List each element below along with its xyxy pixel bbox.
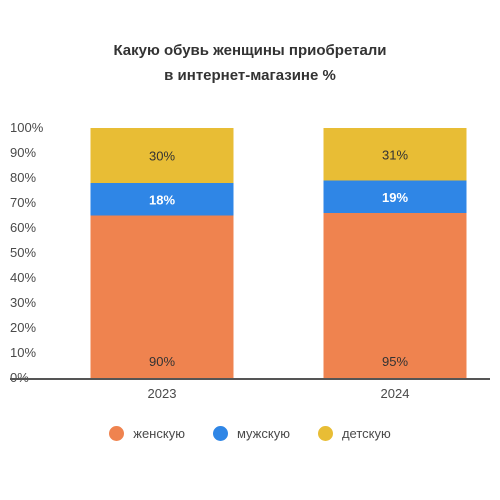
y-tick-label: 40% [10,270,36,285]
data-label: 18% [149,192,175,207]
y-tick-label: 60% [10,220,36,235]
legend-dot-children [317,426,333,441]
legend-label-men: мужскую [236,426,290,441]
y-tick-label: 50% [10,245,36,260]
bar-segment [90,128,234,183]
chart-title-line-1: Какую обувь женщины приобретали [113,42,387,59]
bar-segment [90,183,234,216]
chart-title: Какую обувь женщины приобретали в интерн… [0,38,500,88]
y-tick-label: 90% [10,145,36,160]
y-tick-label: 30% [10,295,36,310]
y-tick-label: 70% [10,195,36,210]
x-category-label: 2023 [148,386,177,401]
bar-segment [90,215,234,378]
legend-dot-men [212,426,228,441]
legend: женскую мужскую детскую [0,426,500,441]
x-category-label: 2024 [381,386,410,401]
legend-dot-women [109,426,125,441]
y-tick-label: 20% [10,320,36,335]
legend-item-children: детскую [317,426,391,441]
bar-segment [323,180,467,213]
y-tick-label: 100% [10,120,44,135]
data-label: 30% [149,149,175,164]
legend-item-women: женскую [109,426,185,441]
y-tick-label: 10% [10,345,36,360]
bar-segment [323,213,467,378]
legend-label-women: женскую [133,426,185,441]
y-tick-label: 80% [10,170,36,185]
data-label: 95% [382,354,408,369]
bar-segment [323,128,467,181]
data-label: 19% [382,190,408,205]
data-label: 31% [382,147,408,162]
chart-title-line-2: в интернет-магазине % [164,67,336,84]
y-tick-label: 0% [10,370,29,385]
legend-label-children: детскую [341,426,391,441]
legend-item-men: мужскую [212,426,290,441]
data-label: 90% [149,354,175,369]
